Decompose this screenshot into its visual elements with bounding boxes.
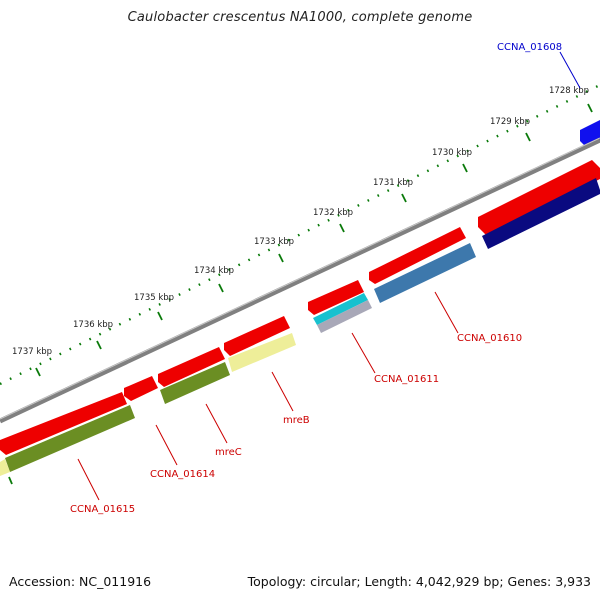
- gene-label-ccna-01614[interactable]: CCNA_01614: [150, 469, 215, 480]
- gene-label-ccna-01611[interactable]: CCNA_01611: [374, 374, 439, 385]
- gene-forward-ccna-01614[interactable]: [124, 376, 158, 401]
- scale-label: 1736 kbp: [73, 320, 113, 330]
- leader-line-mreb: [271, 371, 294, 412]
- gene-forward-ccna-01610[interactable]: [369, 227, 466, 284]
- gene-forward-ccna-01611[interactable]: [308, 280, 364, 315]
- scale-ticks: [35, 103, 593, 377]
- label-leader-lines: [77, 51, 581, 501]
- scale-tick: [96, 340, 102, 350]
- genome-backbone: [0, 137, 600, 424]
- leader-line-ccna-01611: [351, 332, 376, 374]
- map-title: Caulobacter crescentus NA1000, complete …: [127, 10, 473, 25]
- gene-labels: CCNA_01608 CCNA_01610 CCNA_01611 mreB mr…: [70, 42, 562, 515]
- scale-label: 1735 kbp: [134, 293, 174, 303]
- scale-label: 1731 kbp: [373, 178, 413, 188]
- scale-tick: [157, 311, 163, 321]
- gene-forward-ccna-01615[interactable]: [0, 392, 127, 455]
- gene-reverse-ccna-01616[interactable]: [0, 459, 10, 476]
- leader-line-ccna-01610: [434, 291, 459, 334]
- accession-text: Accession: NC_011916: [9, 574, 152, 589]
- gene-label-ccna-01608[interactable]: CCNA_01608: [497, 42, 562, 53]
- scale-labels: 1728 kbp 1729 kbp 1730 kbp 1731 kbp 1732…: [12, 86, 589, 357]
- scale-tick: [278, 253, 284, 263]
- gene-forward-ccna-01609[interactable]: [478, 160, 600, 235]
- scale-label: 1733 kbp: [254, 237, 294, 247]
- scale-tick: [339, 223, 345, 233]
- scale-dotted-line: [0, 83, 600, 386]
- genome-backbone-highlight: [0, 137, 600, 420]
- scale-tick: [401, 193, 407, 203]
- scale-tick: [218, 283, 224, 293]
- scale-label: 1732 kbp: [313, 208, 353, 218]
- leader-line-ccna-01608: [559, 51, 581, 89]
- scale-tick: [35, 367, 41, 377]
- scale-label: 1730 kbp: [432, 148, 472, 158]
- gene-reverse-ccna-01610[interactable]: [374, 243, 476, 303]
- gene-reverse-ccna-01611-gray[interactable]: [317, 300, 372, 333]
- gene-label-ccna-01615[interactable]: CCNA_01615: [70, 504, 135, 515]
- scale-tick: [462, 163, 468, 173]
- scale-label: 1734 kbp: [194, 266, 234, 276]
- gene-label-ccna-01610[interactable]: CCNA_01610: [457, 333, 522, 344]
- genome-summary-text: Topology: circular; Length: 4,042,929 bp…: [247, 574, 591, 589]
- scale-tick-bottom: [8, 476, 13, 485]
- scale-tick: [525, 132, 531, 142]
- gene-forward-mrec[interactable]: [158, 347, 225, 387]
- leader-line-ccna-01615: [77, 458, 100, 501]
- scale-label: 1728 kbp: [549, 86, 589, 96]
- gene-forward-mreb[interactable]: [224, 316, 290, 356]
- gene-reverse-mreb[interactable]: [228, 333, 296, 372]
- gene-label-mreb[interactable]: mreB: [283, 415, 310, 426]
- gene-reverse-ccna-01611-cyan[interactable]: [313, 293, 368, 325]
- gene-reverse-navy[interactable]: [482, 178, 600, 249]
- forward-genes: [0, 160, 600, 455]
- gene-reverse-ccna-01615[interactable]: [5, 405, 135, 472]
- scale-label: 1729 kbp: [490, 117, 530, 127]
- scale-tick: [587, 103, 593, 113]
- gene-reverse-mrec[interactable]: [160, 362, 230, 404]
- scale-label: 1737 kbp: [12, 347, 52, 357]
- leader-line-ccna-01614: [155, 424, 178, 466]
- gene-label-mrec[interactable]: mreC: [215, 447, 242, 458]
- reverse-genes: [0, 178, 600, 476]
- leader-line-mrec: [205, 403, 228, 444]
